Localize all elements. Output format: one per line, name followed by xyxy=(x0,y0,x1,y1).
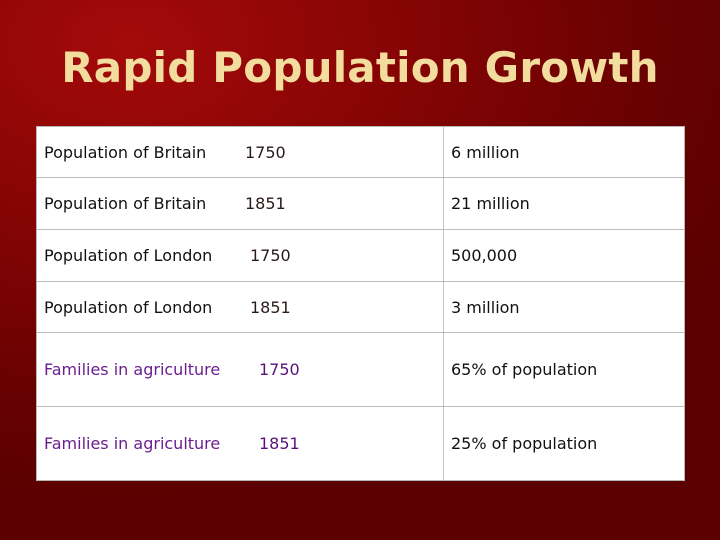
row-value: 500,000 xyxy=(451,246,518,265)
column-divider xyxy=(443,127,444,177)
row-label: Population of London xyxy=(44,246,213,265)
column-divider xyxy=(443,230,444,281)
row-year: 1750 xyxy=(259,360,300,379)
row-year: 1851 xyxy=(250,297,291,317)
table-row: Families in agriculture 1851 25% of popu… xyxy=(37,407,684,480)
slide-title: Rapid Population Growth xyxy=(61,43,659,92)
column-divider xyxy=(443,407,444,480)
row-label: Families in agriculture xyxy=(44,360,221,379)
column-divider xyxy=(443,178,444,229)
row-year: 1750 xyxy=(245,142,286,162)
row-label: Population of London xyxy=(44,297,213,317)
table-row: Population of Britain 1750 6 million xyxy=(37,127,684,178)
row-value: 21 million xyxy=(451,194,530,213)
column-divider xyxy=(443,282,444,332)
row-value: 25% of population xyxy=(451,434,598,453)
row-year: 1851 xyxy=(245,194,286,213)
row-year: 1851 xyxy=(259,434,300,453)
row-value: 65% of population xyxy=(451,360,598,379)
population-table: Population of Britain 1750 6 million Pop… xyxy=(36,126,685,481)
row-label: Population of Britain xyxy=(44,142,207,162)
table-row: Population of London 1750 500,000 xyxy=(37,230,684,282)
row-label: Population of Britain xyxy=(44,194,207,213)
row-value: 3 million xyxy=(451,297,520,317)
table-row: Population of London 1851 3 million xyxy=(37,282,684,333)
table-row: Families in agriculture 1750 65% of popu… xyxy=(37,333,684,407)
table-row: Population of Britain 1851 21 million xyxy=(37,178,684,230)
column-divider xyxy=(443,333,444,406)
row-year: 1750 xyxy=(250,246,291,265)
row-label: Families in agriculture xyxy=(44,434,221,453)
row-value: 6 million xyxy=(451,142,520,162)
